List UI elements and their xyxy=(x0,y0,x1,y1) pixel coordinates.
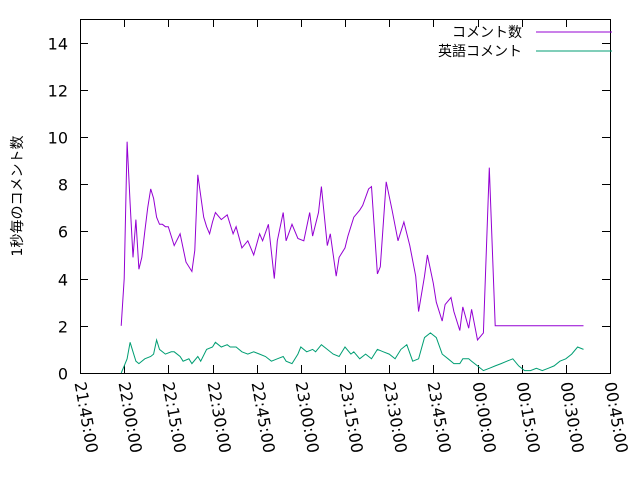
plot-frame xyxy=(80,19,611,374)
x-tick-label: 21:45:00 xyxy=(71,380,102,454)
legend-label-1: 英語コメント xyxy=(438,43,522,60)
y-tick-label: 4 xyxy=(58,271,68,290)
x-tick-label: 00:30:00 xyxy=(557,380,588,454)
x-tick-label: 23:45:00 xyxy=(424,380,455,454)
x-tick-label: 22:45:00 xyxy=(248,380,279,454)
y-axis: 0 2 4 6 8 10 12 14 xyxy=(48,35,610,384)
y-tick-label: 10 xyxy=(48,129,68,148)
x-tick-label: 22:15:00 xyxy=(159,380,190,454)
x-tick-label: 22:00:00 xyxy=(115,380,146,454)
y-tick-label: 6 xyxy=(58,223,68,242)
y-axis-label: 1秒毎のコメント数 xyxy=(10,136,26,257)
y-tick-label: 8 xyxy=(58,176,68,195)
y-tick-label: 12 xyxy=(48,82,68,101)
series-line-1 xyxy=(120,332,584,374)
x-tick-label: 00:15:00 xyxy=(513,380,544,454)
y-tick-label: 2 xyxy=(58,318,68,337)
x-tick-label: 00:45:00 xyxy=(601,380,632,454)
y-tick-label: 0 xyxy=(58,365,68,384)
x-axis: 21:45:00 22:00:00 22:15:00 22:30:00 22:45:00… xyxy=(71,19,632,454)
x-tick-label: 00:00:00 xyxy=(469,380,500,454)
x-tick-label: 23:15:00 xyxy=(336,380,367,454)
series-group xyxy=(120,141,584,374)
x-tick-label: 23:30:00 xyxy=(380,380,411,454)
x-tick-label: 23:00:00 xyxy=(292,380,323,454)
legend-label-0: コメント数 xyxy=(452,25,522,41)
series-line-0 xyxy=(120,141,584,342)
y-tick-label: 14 xyxy=(48,35,68,54)
x-tick-label: 22:30:00 xyxy=(204,380,235,454)
